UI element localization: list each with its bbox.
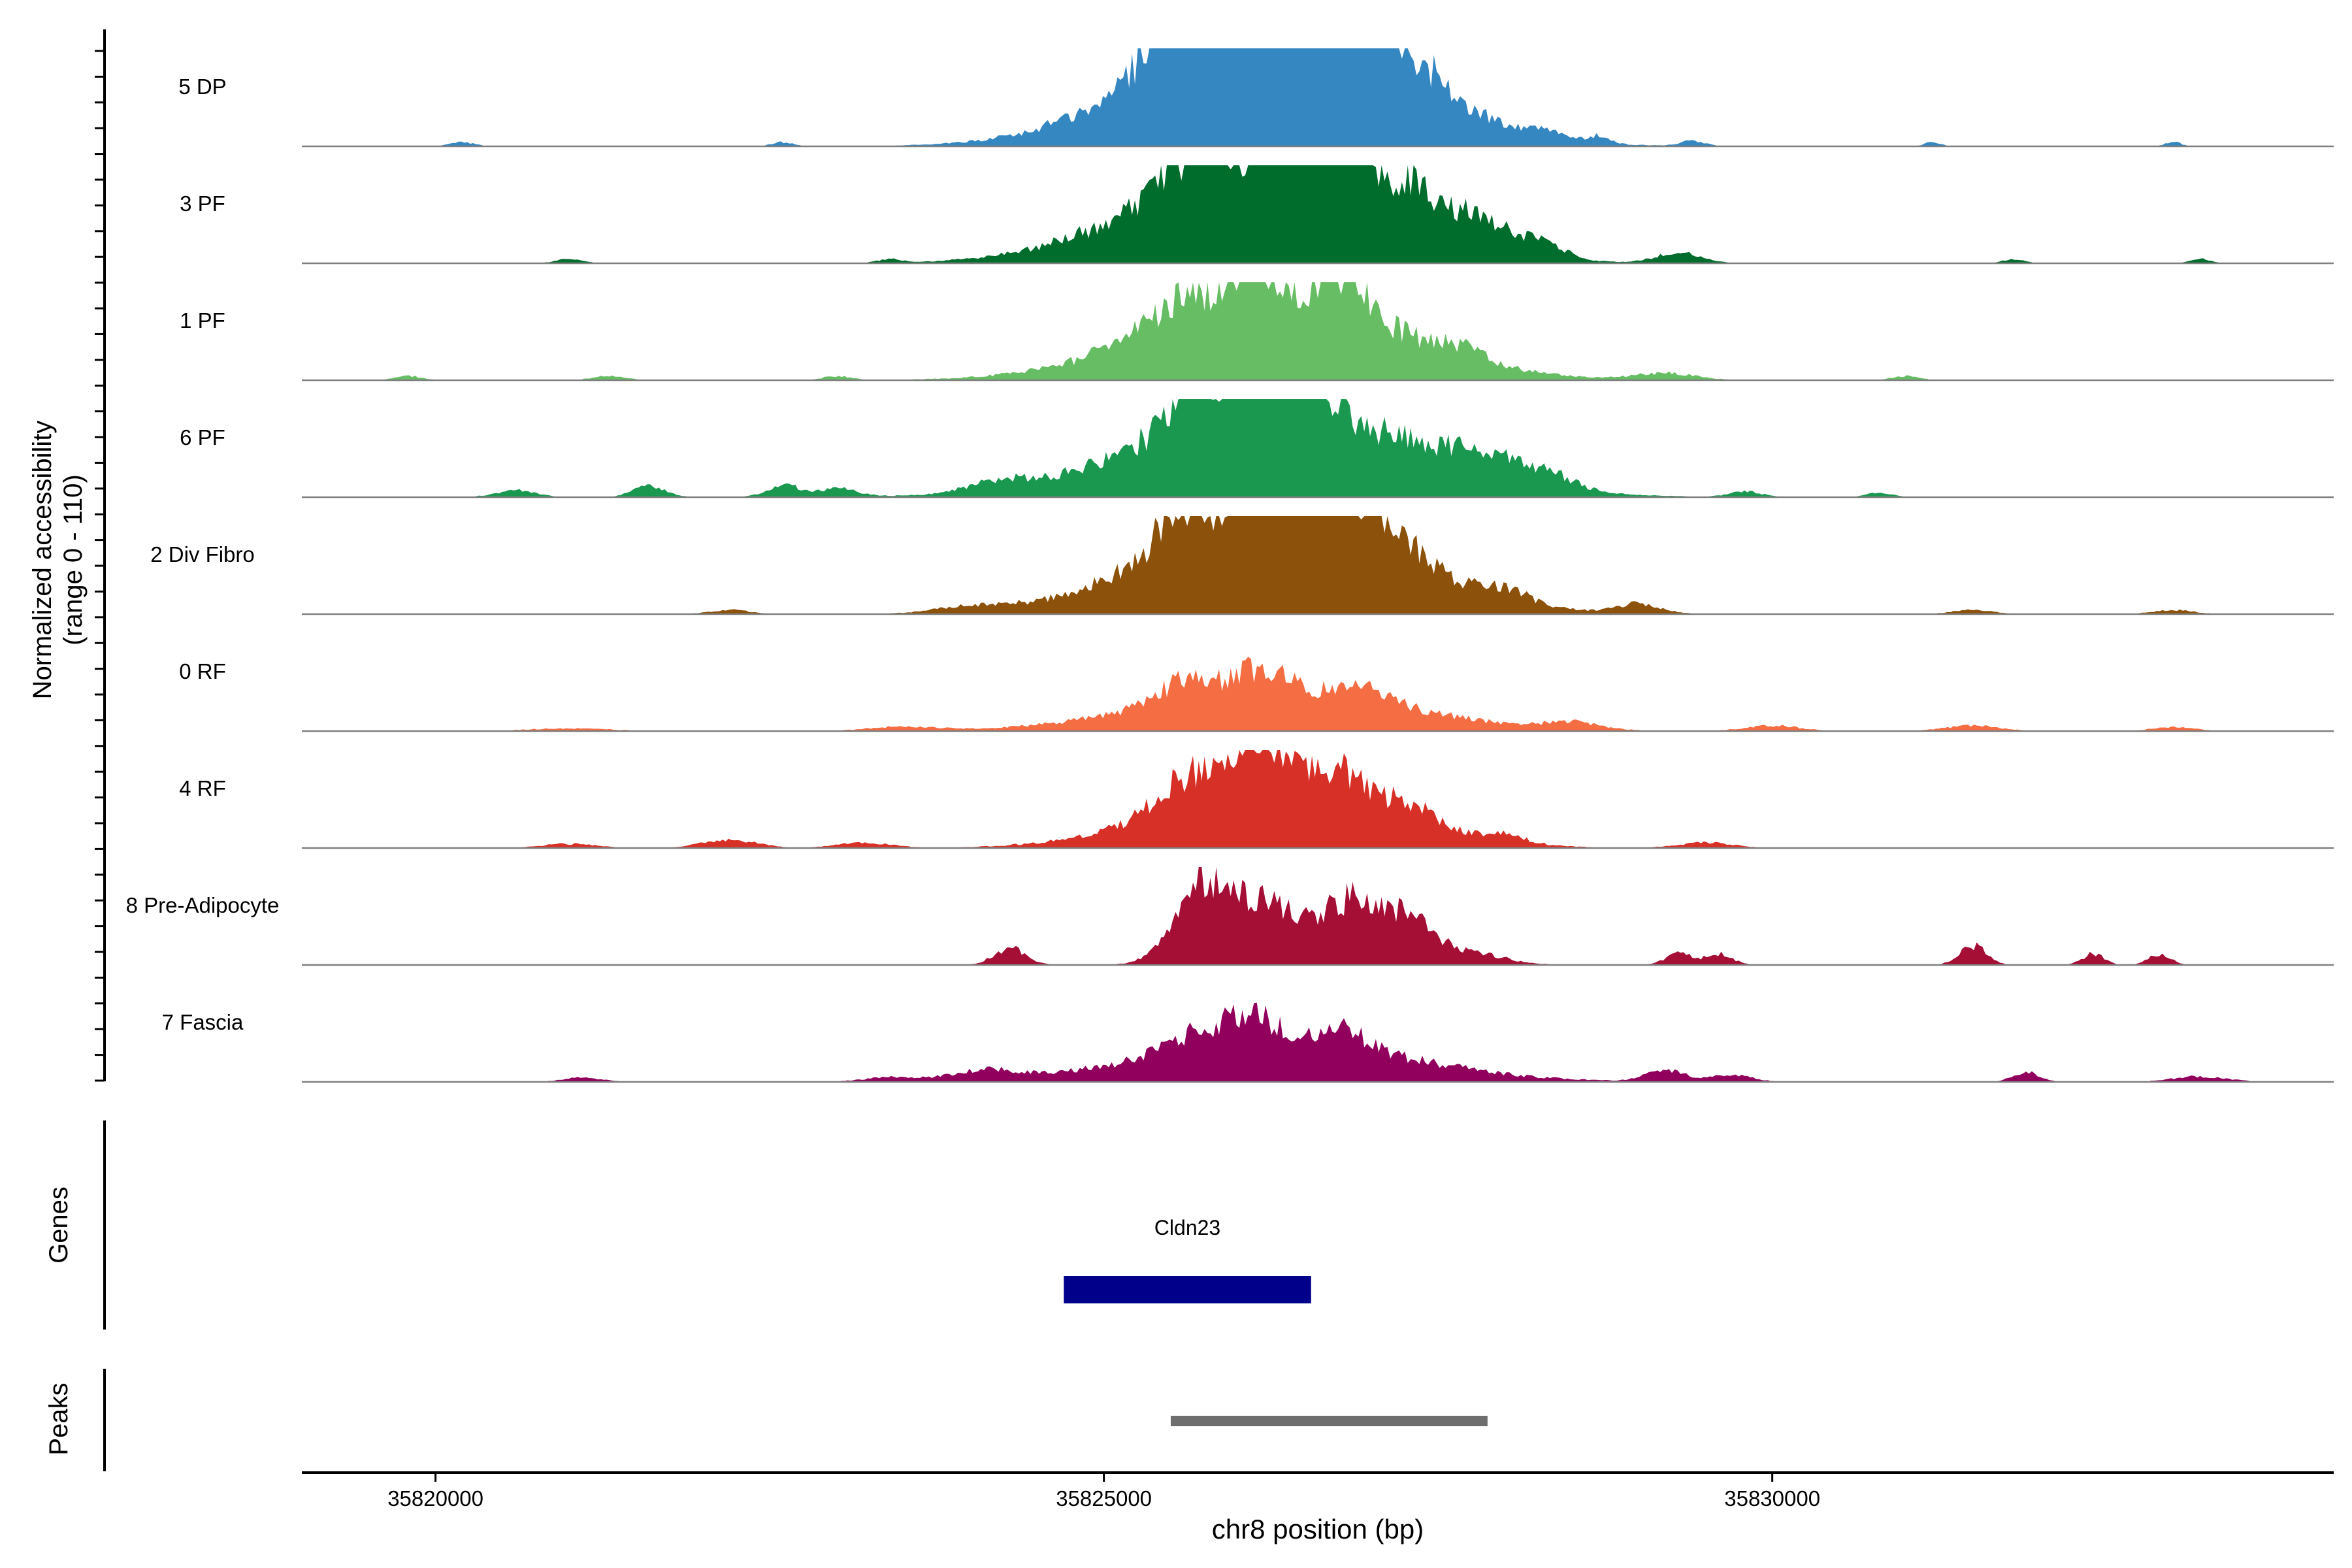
coverage-area (302, 867, 2334, 965)
track-label: 8 Pre-Adipocyte (126, 893, 280, 917)
track-label: 4 RF (179, 776, 226, 800)
y-axis-label-line2: (range 0 - 110) (59, 474, 88, 645)
track-1: 5 DP (178, 48, 2334, 148)
track-8: 8 Pre-Adipocyte (126, 867, 2334, 966)
coverage-area (302, 750, 2334, 848)
track-6: 0 RF (179, 657, 2334, 732)
coverage-tracks: 5 DP 3 PF 1 PF 6 PF 2 Div Fibro 0 RF 4 RF 8 Pre… (126, 48, 2334, 1083)
peak-bar (1170, 1416, 1488, 1426)
peaks-panel (1170, 1416, 1488, 1426)
x-tick-label: 35830000 (1724, 1486, 1820, 1511)
peaks-panel-label: Peaks (44, 1382, 73, 1455)
coverage-area (302, 48, 2334, 146)
track-3: 1 PF (180, 282, 2334, 382)
track-label: 3 PF (180, 191, 225, 216)
x-axis-ticks: 35820000 35825000 35830000 (387, 1473, 1820, 1511)
y-axis-label-line1: Normalized accessibility (28, 421, 57, 700)
track-9: 7 Fascia (162, 1002, 2334, 1083)
track-label: 5 DP (178, 74, 226, 99)
genes-panel: Cldn23 (1064, 1216, 1311, 1303)
gene-label: Cldn23 (1154, 1216, 1220, 1239)
coverage-area (302, 1002, 2334, 1082)
coverage-area (302, 165, 2334, 263)
track-5: 2 Div Fibro (150, 516, 2334, 615)
track-label: 6 PF (180, 425, 225, 449)
track-label: 1 PF (180, 308, 225, 333)
coverage-area (302, 399, 2334, 497)
track-label: 7 Fascia (162, 1010, 244, 1034)
track-2: 3 PF (180, 165, 2334, 265)
coverage-area (302, 516, 2334, 614)
track-label: 2 Div Fibro (150, 542, 255, 566)
track-label: 0 RF (179, 659, 226, 683)
x-axis-label: chr8 position (bp) (1212, 1514, 1424, 1544)
x-tick-label: 35820000 (387, 1486, 483, 1511)
track-4: 6 PF (180, 399, 2334, 498)
coverage-y-ticks (95, 50, 105, 1082)
track-7: 4 RF (179, 750, 2334, 849)
gene-bar (1064, 1276, 1311, 1303)
genes-panel-label: Genes (44, 1186, 73, 1264)
coverage-area (302, 657, 2334, 731)
x-tick-label: 35825000 (1056, 1486, 1152, 1511)
coverage-area (302, 282, 2334, 380)
